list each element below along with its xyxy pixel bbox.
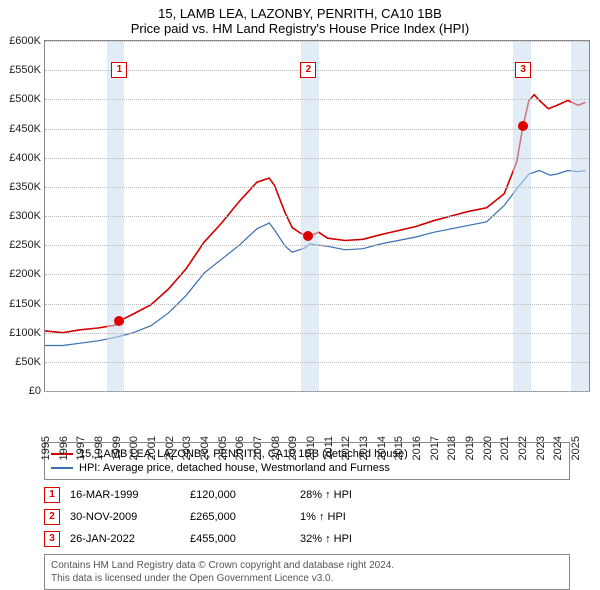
x-tick-label: 2011 <box>319 436 335 460</box>
sale-marker-dot <box>518 121 528 131</box>
x-tick-label: 2007 <box>248 436 264 460</box>
x-tick-label: 2000 <box>124 436 140 460</box>
chart-subtitle: Price paid vs. HM Land Registry's House … <box>0 21 600 40</box>
sale-row: 3 26-JAN-2022£455,00032% ↑ HPI <box>44 528 570 550</box>
sale-vs-hpi: 32% ↑ HPI <box>300 533 410 545</box>
chart-container: 15, LAMB LEA, LAZONBY, PENRITH, CA10 1BB… <box>0 0 600 590</box>
x-tick-label: 2013 <box>354 436 370 460</box>
y-tick-label: £400K <box>9 152 45 164</box>
sale-row: 2 30-NOV-2009£265,0001% ↑ HPI <box>44 506 570 528</box>
legend-label: HPI: Average price, detached house, West… <box>79 462 390 474</box>
sale-marker-dot <box>303 231 313 241</box>
x-tick-label: 2002 <box>160 436 176 460</box>
sale-vs-hpi: 28% ↑ HPI <box>300 489 410 501</box>
x-tick-label: 2018 <box>442 436 458 460</box>
sale-price: £120,000 <box>190 489 300 501</box>
chart-title-address: 15, LAMB LEA, LAZONBY, PENRITH, CA10 1BB <box>0 0 600 21</box>
x-tick-label: 2014 <box>372 436 388 460</box>
x-tick-label: 2003 <box>177 436 193 460</box>
x-tick-label: 2019 <box>460 436 476 460</box>
y-gridline <box>45 274 589 275</box>
y-gridline <box>45 362 589 363</box>
sale-num-box: 3 <box>44 531 60 547</box>
sale-date: 26-JAN-2022 <box>70 533 190 545</box>
x-tick-label: 2012 <box>336 436 352 460</box>
y-gridline <box>45 99 589 100</box>
x-tick-label: 1996 <box>54 436 70 460</box>
y-tick-label: £100K <box>9 327 45 339</box>
y-tick-label: £200K <box>9 268 45 280</box>
y-gridline <box>45 304 589 305</box>
x-tick-label: 1995 <box>36 436 52 460</box>
y-gridline <box>45 333 589 334</box>
sale-date: 16-MAR-1999 <box>70 489 190 501</box>
sale-marker-label: 1 <box>111 62 127 78</box>
x-tick-label: 2022 <box>513 436 529 460</box>
x-tick-label: 2015 <box>389 436 405 460</box>
sale-price: £455,000 <box>190 533 300 545</box>
x-tick-label: 2020 <box>478 436 494 460</box>
x-tick-label: 2025 <box>566 436 582 460</box>
x-tick-label: 2023 <box>531 436 547 460</box>
y-gridline <box>45 41 589 42</box>
legend-row: HPI: Average price, detached house, West… <box>51 461 563 475</box>
x-tick-label: 2005 <box>213 436 229 460</box>
y-tick-label: £350K <box>9 181 45 193</box>
footer-line-1: Contains HM Land Registry data © Crown c… <box>51 559 563 572</box>
legend-swatch <box>51 467 73 469</box>
y-tick-label: £50K <box>15 356 45 368</box>
y-tick-label: £150K <box>9 298 45 310</box>
sale-date: 30-NOV-2009 <box>70 511 190 523</box>
x-tick-label: 2010 <box>301 436 317 460</box>
y-tick-label: £250K <box>9 239 45 251</box>
y-gridline <box>45 216 589 217</box>
x-tick-label: 1999 <box>107 436 123 460</box>
x-tick-label: 2004 <box>195 436 211 460</box>
x-tick-label: 2008 <box>266 436 282 460</box>
sale-marker-label: 2 <box>300 62 316 78</box>
x-tick-label: 2024 <box>548 436 564 460</box>
footer-line-2: This data is licensed under the Open Gov… <box>51 572 563 585</box>
y-gridline <box>45 187 589 188</box>
x-tick-label: 2009 <box>283 436 299 460</box>
y-tick-label: £0 <box>29 385 45 397</box>
sale-marker-dot <box>114 316 124 326</box>
x-tick-label: 2006 <box>230 436 246 460</box>
x-tick-label: 2001 <box>142 436 158 460</box>
sale-price: £265,000 <box>190 511 300 523</box>
chart-plot-area: £0£50K£100K£150K£200K£250K£300K£350K£400… <box>44 40 590 392</box>
sale-vs-hpi: 1% ↑ HPI <box>300 511 410 523</box>
y-gridline <box>45 245 589 246</box>
sale-marker-label: 3 <box>515 62 531 78</box>
x-tick-label: 2016 <box>407 436 423 460</box>
sale-num-box: 1 <box>44 487 60 503</box>
y-tick-label: £500K <box>9 93 45 105</box>
y-gridline <box>45 158 589 159</box>
x-tick-label: 2017 <box>425 436 441 460</box>
footer-attribution: Contains HM Land Registry data © Crown c… <box>44 554 570 590</box>
sale-row: 1 16-MAR-1999£120,00028% ↑ HPI <box>44 484 570 506</box>
x-tick-label: 2021 <box>495 436 511 460</box>
y-tick-label: £600K <box>9 35 45 47</box>
sale-num-box: 2 <box>44 509 60 525</box>
y-gridline <box>45 129 589 130</box>
x-tick-label: 1997 <box>71 436 87 460</box>
y-tick-label: £550K <box>9 64 45 76</box>
y-tick-label: £300K <box>9 210 45 222</box>
y-tick-label: £450K <box>9 123 45 135</box>
x-axis-ticks: 1995199619971998199920002001200220032004… <box>44 392 590 436</box>
x-tick-label: 1998 <box>89 436 105 460</box>
sales-table: 1 16-MAR-1999£120,00028% ↑ HPI 2 30-NOV-200… <box>44 484 570 550</box>
